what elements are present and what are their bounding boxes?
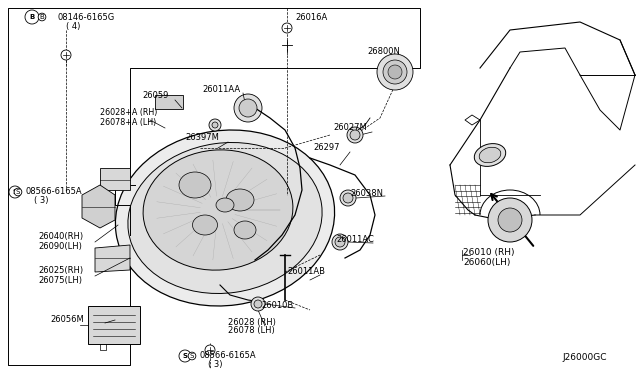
Circle shape xyxy=(498,208,522,232)
Circle shape xyxy=(205,345,215,355)
Text: ( 3): ( 3) xyxy=(208,359,223,369)
Text: B: B xyxy=(29,14,35,20)
Text: 26028 (RH): 26028 (RH) xyxy=(228,317,276,327)
Text: ( 3): ( 3) xyxy=(34,196,49,205)
Ellipse shape xyxy=(234,221,256,239)
Circle shape xyxy=(61,50,71,60)
Circle shape xyxy=(179,350,191,362)
Ellipse shape xyxy=(474,144,506,166)
Ellipse shape xyxy=(193,215,218,235)
Text: ( 4): ( 4) xyxy=(66,22,81,31)
Text: B: B xyxy=(40,14,44,20)
Bar xyxy=(155,95,183,109)
Circle shape xyxy=(488,198,532,242)
Ellipse shape xyxy=(216,198,234,212)
Text: 26075(LH): 26075(LH) xyxy=(38,276,82,285)
Text: S: S xyxy=(182,353,188,359)
Bar xyxy=(88,306,140,344)
Text: S: S xyxy=(13,189,17,195)
Text: 08566-6165A: 08566-6165A xyxy=(200,350,257,359)
Ellipse shape xyxy=(143,150,293,270)
Polygon shape xyxy=(95,245,130,272)
Circle shape xyxy=(383,60,407,84)
Text: 26028+A (RH): 26028+A (RH) xyxy=(100,109,157,118)
Circle shape xyxy=(9,186,21,198)
Circle shape xyxy=(25,10,39,24)
Text: J26000GC: J26000GC xyxy=(562,353,607,362)
Text: 26078+A (LH): 26078+A (LH) xyxy=(100,118,156,126)
Text: 26011AA: 26011AA xyxy=(202,86,240,94)
Circle shape xyxy=(212,122,218,128)
Bar xyxy=(100,168,130,190)
Circle shape xyxy=(377,54,413,90)
Circle shape xyxy=(254,300,262,308)
Text: 26800N: 26800N xyxy=(367,48,400,57)
Text: 26011AC: 26011AC xyxy=(336,235,374,244)
Text: 26016A: 26016A xyxy=(295,13,327,22)
Text: 26297: 26297 xyxy=(313,144,339,153)
Circle shape xyxy=(335,237,345,247)
Text: 08566-6165A: 08566-6165A xyxy=(26,186,83,196)
Circle shape xyxy=(282,23,292,33)
Text: 26010 (RH): 26010 (RH) xyxy=(463,247,515,257)
Circle shape xyxy=(347,127,363,143)
Circle shape xyxy=(234,94,262,122)
Text: 26090(LH): 26090(LH) xyxy=(38,241,82,250)
Ellipse shape xyxy=(115,130,335,306)
Circle shape xyxy=(350,130,360,140)
Circle shape xyxy=(343,193,353,203)
Text: 26056M: 26056M xyxy=(50,314,84,324)
Text: S: S xyxy=(16,189,20,195)
Text: 08146-6165G: 08146-6165G xyxy=(58,13,115,22)
Circle shape xyxy=(209,119,221,131)
Circle shape xyxy=(340,190,356,206)
Circle shape xyxy=(388,65,402,79)
Text: 26027M: 26027M xyxy=(333,124,367,132)
Text: 26011AB: 26011AB xyxy=(287,267,325,276)
Ellipse shape xyxy=(128,142,322,294)
Ellipse shape xyxy=(226,189,254,211)
Circle shape xyxy=(332,234,348,250)
Text: 26078 (LH): 26078 (LH) xyxy=(228,327,275,336)
Circle shape xyxy=(251,297,265,311)
Circle shape xyxy=(239,99,257,117)
Ellipse shape xyxy=(179,172,211,198)
Text: S: S xyxy=(190,353,194,359)
Text: 26040(RH): 26040(RH) xyxy=(38,232,83,241)
Text: 26010B: 26010B xyxy=(261,301,293,310)
Ellipse shape xyxy=(479,147,501,163)
Polygon shape xyxy=(82,185,115,228)
Text: 26059: 26059 xyxy=(142,92,168,100)
Text: 26060(LH): 26060(LH) xyxy=(463,257,510,266)
Text: 26025(RH): 26025(RH) xyxy=(38,266,83,276)
Text: 26397M: 26397M xyxy=(185,134,219,142)
Text: 26038N: 26038N xyxy=(350,189,383,198)
